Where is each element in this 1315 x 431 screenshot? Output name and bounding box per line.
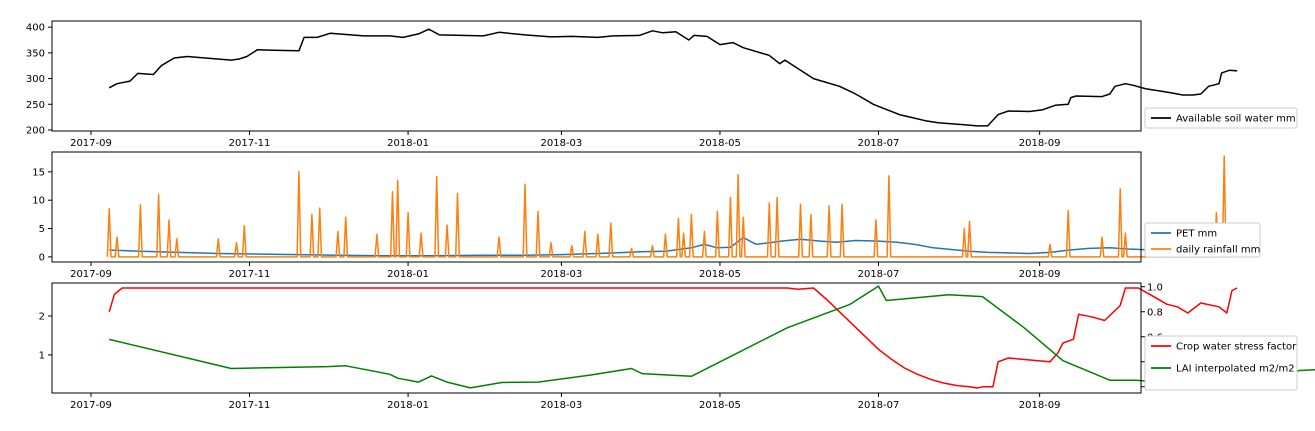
axes-frame [51,151,1142,263]
x-tick-label: 2018-05 [699,138,741,149]
x-tick-label: 2018-01 [387,269,429,280]
y-tick-label: 1 [39,350,45,361]
x-tick-label: 2017-11 [229,138,271,149]
y-tick-label: 350 [26,48,45,59]
soil-water-panel: 2017-09 2017-11 2018-01 2018-03 2018-05 2018-… [26,20,1298,149]
y-tick-label: 400 [26,23,45,34]
x-tick-label: 2017-11 [229,400,271,411]
y-tick-label: 15 [32,167,45,178]
series-line-1-0 [109,236,1238,257]
x-tick-label: 2017-09 [70,138,112,149]
legend-box [1144,335,1298,391]
legend-label: Available soil water mm [1176,114,1296,125]
x-tick-label: 2018-09 [1019,269,1061,280]
x-tick-label: 2018-01 [387,400,429,411]
series-line-1-1 [106,155,1235,258]
x-tick-label: 2018-01 [387,138,429,149]
legend-label: daily rainfall mm [1176,245,1260,256]
legend-label: Crop water stress factor [1176,342,1297,353]
x-tick-label: 2018-09 [1019,138,1061,149]
y-tick-label: 200 [26,125,45,136]
x-tick-label: 2018-03 [541,400,583,411]
y-tick-label: 300 [26,74,45,85]
y2-tick-label: 0.8 [1147,307,1163,318]
y-tick-label: 10 [32,196,45,207]
legend-box [1144,222,1261,258]
y-tick-label: 250 [26,100,45,111]
x-tick-label: 2018-03 [541,138,583,149]
x-tick-label: 2018-05 [699,400,741,411]
x-tick-label: 2017-09 [70,269,112,280]
series-line-2-1 [109,285,1315,389]
legend-label: LAI interpolated m2/m2 [1176,364,1295,375]
x-tick-label: 2018-09 [1019,400,1061,411]
x-tick-label: 2018-05 [699,269,741,280]
y2-tick-label: 1.0 [1147,282,1163,293]
x-tick-label: 2018-03 [541,269,583,280]
axes-frame [51,282,1142,394]
y-tick-label: 2 [39,312,45,323]
legend-box [1144,107,1298,129]
stress-lai-panel: 2017-09 2017-11 2018-01 2018-03 2018-05 2018-… [39,282,1315,411]
x-tick-label: 2018-07 [858,400,900,411]
y-tick-label: 5 [39,224,45,235]
pet-rainfall-panel: 2017-09 2017-11 2018-01 2018-03 2018-05 2018-… [32,151,1261,280]
series-line-2-0 [108,287,1238,389]
x-tick-label: 2018-07 [858,269,900,280]
legend-label: PET mm [1176,229,1217,240]
x-tick-label: 2018-07 [858,138,900,149]
x-tick-label: 2017-09 [70,400,112,411]
y-tick-label: 0 [39,252,45,263]
x-tick-label: 2017-11 [229,269,271,280]
axes-frame [51,20,1142,132]
series-line-0-0 [108,28,1238,127]
